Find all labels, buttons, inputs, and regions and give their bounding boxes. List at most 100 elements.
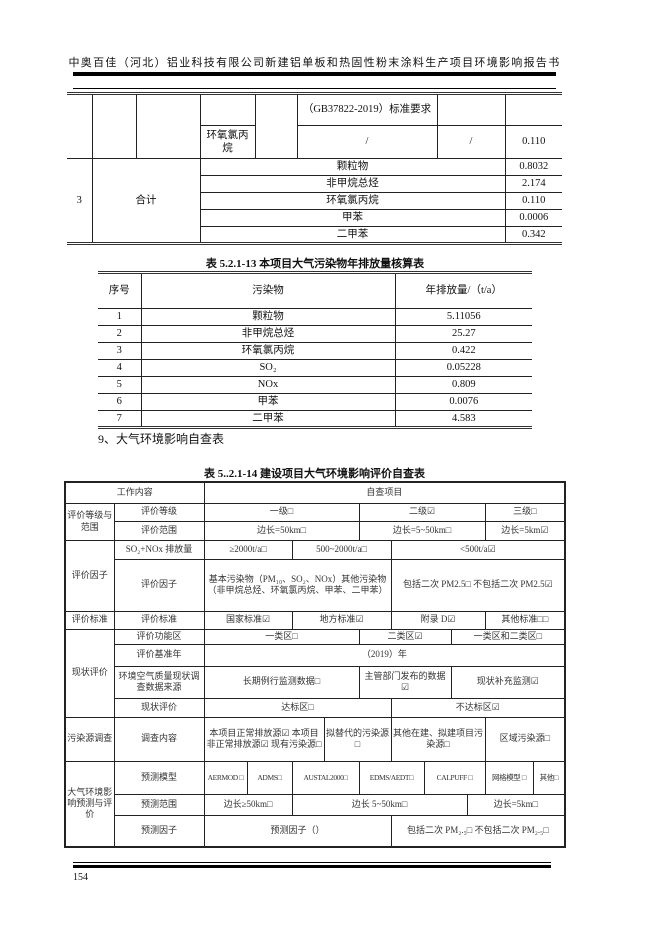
cell-empty (135, 93, 201, 159)
option-cell[interactable]: 边长=5km☑ (484, 520, 566, 541)
table-row: 4 SO₂ 0.05228 (98, 359, 532, 377)
total-pollutant: 甲苯 (200, 209, 506, 227)
option-cell[interactable]: AERMOD □ (203, 760, 248, 795)
pollutant-name: NOx (140, 376, 396, 394)
annual-emission: 0.422 (395, 342, 532, 360)
option-cell[interactable]: 二类区☑ (358, 628, 452, 645)
option-cell[interactable]: 三级□ (484, 502, 566, 522)
option-cell[interactable]: EDMS/AEDT□ (358, 760, 425, 795)
footer-rule-thin (73, 862, 551, 863)
option-cell[interactable]: 本项目正常排放源☑ 本项目非正常排放源☑ 现有污染源□ (203, 716, 325, 762)
total-value: 0.8032 (504, 158, 562, 176)
option-cell[interactable]: 包括二次 PM₂.₅□ 不包括二次 PM₂.₅□ (390, 814, 566, 848)
option-cell[interactable]: 边长=50km□ (203, 520, 360, 541)
total-pollutant: 颗粒物 (199, 158, 506, 176)
option-cell[interactable]: 其他标准□□ (484, 610, 566, 630)
total-pollutant: 环氧氯丙烷 (200, 192, 506, 210)
option-cell[interactable]: <500t/a☑ (390, 539, 566, 560)
header-cell: 自查项目 (203, 481, 566, 504)
row-index: 5 (98, 376, 141, 394)
header-cell: 年排放量/（t/a） (395, 272, 532, 309)
cell-empty (67, 93, 93, 159)
item-label: 评价因子 (113, 558, 205, 612)
table-row: 5 NOx 0.809 (98, 376, 532, 394)
pollutant-name: 环氧氯丙烷 (140, 342, 396, 360)
group-label: 评价标准 (64, 610, 115, 630)
option-cell[interactable]: 边长 5~50km□ (291, 793, 468, 816)
table-row: 3 环氧氯丙烷 0.422 (98, 342, 532, 360)
option-cell[interactable]: AUSTAL2000□ (291, 760, 360, 795)
header-cell: 工作内容 (64, 481, 205, 504)
pollutant-name: 非甲烷总烃 (140, 325, 396, 343)
value-cell: 预测因子（） (203, 814, 392, 848)
item-label: 环境空气质量现状调查数据来源 (113, 665, 205, 699)
option-cell[interactable]: 一级□ (203, 502, 360, 522)
option-cell[interactable]: 其他□ (532, 760, 566, 795)
table-row: 6 甲苯 0.0076 (98, 393, 532, 411)
option-cell[interactable]: CALPUFF □ (423, 760, 486, 795)
item-label: 预测范围 (113, 793, 205, 816)
pollutant-name: 二甲苯 (140, 410, 396, 428)
row-index: 2 (98, 325, 141, 343)
cell-empty (199, 93, 256, 126)
annual-emission: 0.809 (395, 376, 532, 394)
option-cell[interactable]: 长期例行监测数据□ (203, 665, 360, 699)
annual-emissions-table: 序号 污染物 年排放量/（t/a） 1 颗粒物 5.11056 2 非甲烷总烃 25.27… (98, 271, 532, 429)
option-cell[interactable]: 达标区□ (203, 697, 392, 718)
annual-emission: 5.11056 (395, 308, 532, 326)
option-cell[interactable]: 附录 D☑ (390, 610, 486, 630)
value-cell: 0.110 (504, 125, 562, 159)
item-label: 现状评价 (113, 697, 205, 718)
annual-emission: 0.05228 (395, 359, 532, 377)
item-label: 评价标准 (113, 610, 205, 630)
option-cell[interactable]: 二级☑ (358, 502, 486, 522)
option-cell[interactable]: 国家标准☑ (203, 610, 293, 630)
page-number: 154 (73, 872, 88, 883)
total-pollutant: 非甲烷总烃 (200, 175, 506, 193)
option-cell[interactable]: 500~2000t/a□ (291, 539, 392, 560)
row-index: 7 (98, 410, 141, 428)
annual-emission: 4.583 (395, 410, 532, 428)
section-heading: 9、大气环境影响自查表 (98, 432, 225, 446)
option-cell[interactable]: 边长≥50km□ (203, 793, 293, 816)
row-index: 3 (98, 342, 141, 360)
option-cell[interactable]: 一类区□ (203, 628, 360, 645)
group-label: 现状评价 (64, 628, 115, 718)
item-label: SO₂+NOx 排放量 (113, 539, 205, 560)
header-rule-thin (73, 88, 556, 89)
option-cell[interactable]: 拟替代的污染源□ (323, 716, 392, 762)
option-cell[interactable]: 现状补充监测☑ (450, 665, 566, 699)
table14-title: 表 5..2.1-14 建设项目大气环境影响评价自查表 (204, 468, 425, 480)
total-pollutant: 二甲苯 (200, 226, 506, 244)
total-value: 0.342 (504, 226, 562, 244)
table13-title: 表 5.2.1-13 本项目大气污染物年排放量核算表 (205, 258, 425, 270)
option-cell[interactable]: 主管部门发布的数据☑ (358, 665, 452, 699)
group-label: 污染源调查 (64, 716, 115, 762)
option-cell[interactable]: ≥2000t/a□ (203, 539, 293, 560)
option-cell[interactable]: 其他在建、拟建项目污染源□ (390, 716, 486, 762)
value-cell: （2019）年 (203, 643, 566, 667)
option-cell[interactable]: 地方标准☑ (291, 610, 392, 630)
table-row: 1 颗粒物 5.11056 (98, 308, 532, 326)
option-cell[interactable]: 一类区和二类区□ (450, 628, 566, 645)
option-cell[interactable]: 区域污染源□ (484, 716, 566, 762)
group-label: 评价因子 (64, 539, 115, 612)
pollutant-name: 甲苯 (140, 393, 396, 411)
table-row: 7 二甲苯 4.583 (98, 410, 532, 428)
option-cell[interactable]: 边长=5km□ (466, 793, 566, 816)
document-header-title: 中奥百佳（河北）铝业科技有限公司新建铝单板和热固性粉末涂料生产项目环境影响报告书 (68, 57, 561, 69)
pollutant-name: SO₂ (140, 359, 396, 377)
option-cell[interactable]: 边长=5~50km□ (358, 520, 486, 541)
slash-cell: / (296, 125, 438, 159)
cell-empty (91, 93, 137, 159)
group-label: 大气环境影响预测与评价 (64, 760, 115, 848)
option-cell[interactable]: 包括二次 PM2.5□ 不包括二次 PM2.5☑ (390, 558, 566, 612)
option-cell[interactable]: ADMS□ (246, 760, 293, 795)
factor-cell: 基本污染物（PM₁₀、SO₂、NOx）其他污染物（非甲烷总烃、环氧氯丙烷、甲苯、… (203, 558, 392, 612)
annual-emission: 0.0076 (395, 393, 532, 411)
item-label: 评价功能区 (113, 628, 205, 645)
row-index: 1 (98, 308, 141, 326)
total-index: 3 (67, 158, 93, 244)
option-cell[interactable]: 网格模型 □ (484, 760, 534, 795)
option-cell[interactable]: 不达标区☑ (390, 697, 566, 718)
